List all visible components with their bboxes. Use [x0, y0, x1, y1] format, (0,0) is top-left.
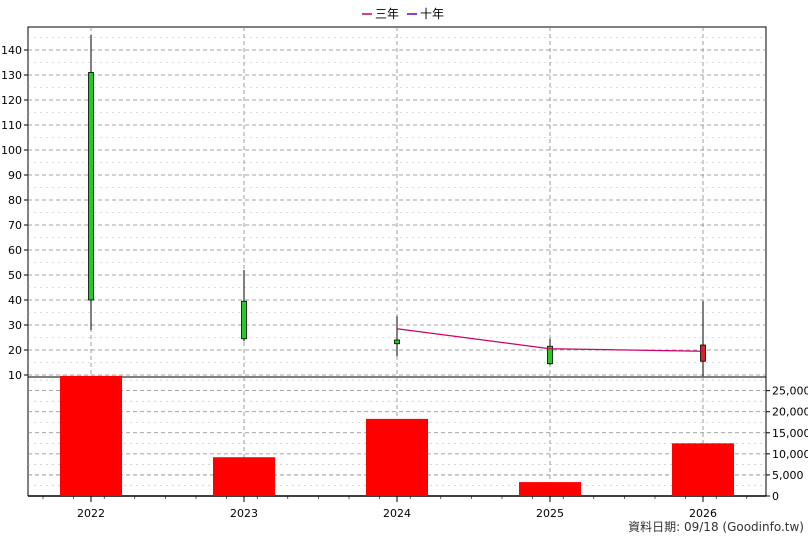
- volume-bar: [366, 418, 428, 496]
- volume-bar: [672, 443, 734, 496]
- price-tick-label: 70: [8, 219, 22, 232]
- candle-body: [88, 72, 94, 301]
- volume-tick-label: 25,000: [772, 385, 808, 398]
- volume-tick-label: 10,000: [772, 448, 808, 461]
- price-tick-label: 130: [1, 69, 22, 82]
- axis-ticks: 10 20 30 40 50 60 70 80 90 100 110 120 130 140 0 5,000 1…: [1, 44, 808, 520]
- volume-tick-label: 0: [772, 490, 779, 503]
- volume-bars: [60, 375, 734, 496]
- volume-tick-label: 20,000: [772, 406, 808, 419]
- candle-body: [547, 345, 553, 365]
- legend-label-three-year: 三年: [375, 7, 399, 21]
- data-date-footer: 資料日期: 09/18 (Goodinfo.tw): [628, 520, 804, 534]
- three-year-line: [396, 328, 704, 352]
- price-tick-label: 100: [1, 144, 22, 157]
- volume-bar: [60, 375, 122, 496]
- x-tick-label: 2025: [536, 507, 564, 520]
- price-tick-label: 60: [8, 244, 22, 257]
- x-tick-label: 2022: [77, 507, 105, 520]
- volume-bar: [519, 482, 581, 496]
- price-tick-label: 80: [8, 194, 22, 207]
- legend-label-ten-year: 十年: [420, 7, 444, 21]
- candle-body: [394, 339, 400, 345]
- moving-average-lines: [396, 328, 704, 352]
- volume-tick-label: 15,000: [772, 427, 808, 440]
- candle-body: [700, 344, 706, 362]
- price-tick-label: 30: [8, 319, 22, 332]
- price-tick-label: 20: [8, 344, 22, 357]
- price-tick-label: 50: [8, 269, 22, 282]
- volume-tick-label: 5,000: [772, 469, 804, 482]
- candle-body: [241, 300, 247, 340]
- x-tick-label: 2023: [230, 507, 258, 520]
- candlesticks: [88, 35, 706, 377]
- price-tick-label: 120: [1, 94, 22, 107]
- volume-bar: [213, 457, 275, 496]
- price-tick-label: 40: [8, 294, 22, 307]
- price-tick-label: 10: [8, 369, 22, 382]
- x-tick-label: 2024: [383, 507, 411, 520]
- legend: 三年 十年: [362, 7, 444, 21]
- x-tick-label: 2026: [689, 507, 717, 520]
- price-tick-label: 140: [1, 44, 22, 57]
- price-tick-label: 90: [8, 169, 22, 182]
- price-tick-label: 110: [1, 119, 22, 132]
